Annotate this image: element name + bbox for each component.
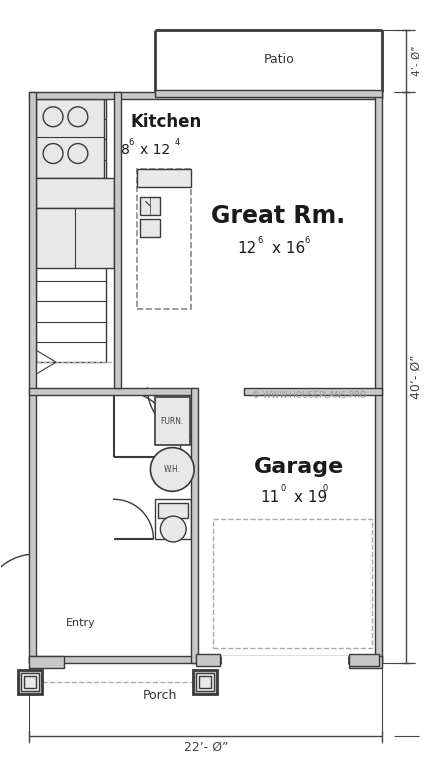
Text: 11: 11 [260, 490, 279, 505]
Text: x 19: x 19 [294, 490, 328, 505]
Bar [29, 656, 64, 668]
Text: 6: 6 [258, 236, 263, 245]
Text: 0: 0 [322, 484, 328, 494]
Bar [29, 362, 118, 388]
Text: x 16: x 16 [272, 241, 305, 256]
Bar [191, 388, 198, 663]
Bar [36, 208, 114, 268]
Bar [193, 670, 217, 694]
Circle shape [68, 107, 88, 127]
Circle shape [150, 447, 194, 491]
Text: 12: 12 [237, 241, 257, 256]
Bar [349, 656, 382, 668]
Bar [155, 499, 191, 539]
Bar [213, 519, 372, 648]
Text: W.H.: W.H. [164, 465, 181, 474]
Bar [24, 676, 36, 688]
Circle shape [68, 143, 88, 163]
Bar [21, 673, 39, 691]
Text: Patio: Patio [264, 52, 295, 65]
Bar [349, 654, 379, 666]
Bar [29, 388, 195, 395]
Text: Porch: Porch [143, 689, 178, 702]
Text: Kitchen: Kitchen [130, 112, 202, 131]
Bar [29, 92, 382, 99]
Text: 4’- Ø”: 4’- Ø” [412, 46, 422, 76]
Bar [36, 99, 104, 179]
Text: Entry: Entry [66, 618, 96, 628]
Bar [155, 90, 382, 97]
Bar [199, 676, 211, 688]
Circle shape [43, 143, 63, 163]
Circle shape [160, 516, 186, 542]
Text: 8: 8 [121, 142, 130, 156]
Bar [136, 169, 191, 309]
Bar [36, 179, 114, 208]
Bar [158, 504, 188, 518]
Bar [114, 92, 121, 388]
Text: Garage: Garage [254, 457, 345, 477]
Bar [196, 673, 214, 691]
Bar [141, 219, 160, 237]
Text: 0: 0 [281, 484, 286, 494]
Bar [375, 92, 382, 663]
Text: x 12: x 12 [141, 142, 171, 156]
Text: © WWW.HOUSEPLANS.PRO: © WWW.HOUSEPLANS.PRO [252, 391, 367, 400]
Text: 6: 6 [305, 236, 310, 245]
Text: 22’- Ø”: 22’- Ø” [184, 741, 228, 754]
Bar [29, 656, 382, 663]
Text: FURN.: FURN. [161, 417, 184, 427]
Bar [196, 654, 220, 666]
Bar [141, 197, 160, 215]
Text: 40’- Ø”: 40’- Ø” [410, 355, 423, 400]
Bar [29, 92, 36, 663]
Bar [155, 397, 190, 444]
Text: Great Rm.: Great Rm. [210, 204, 345, 228]
Bar [220, 656, 349, 666]
Circle shape [43, 107, 63, 127]
Bar [136, 169, 191, 187]
Text: 6: 6 [129, 138, 134, 146]
Bar [18, 670, 42, 694]
Text: 4: 4 [174, 138, 179, 146]
Bar [244, 388, 382, 395]
Bar [36, 99, 106, 362]
